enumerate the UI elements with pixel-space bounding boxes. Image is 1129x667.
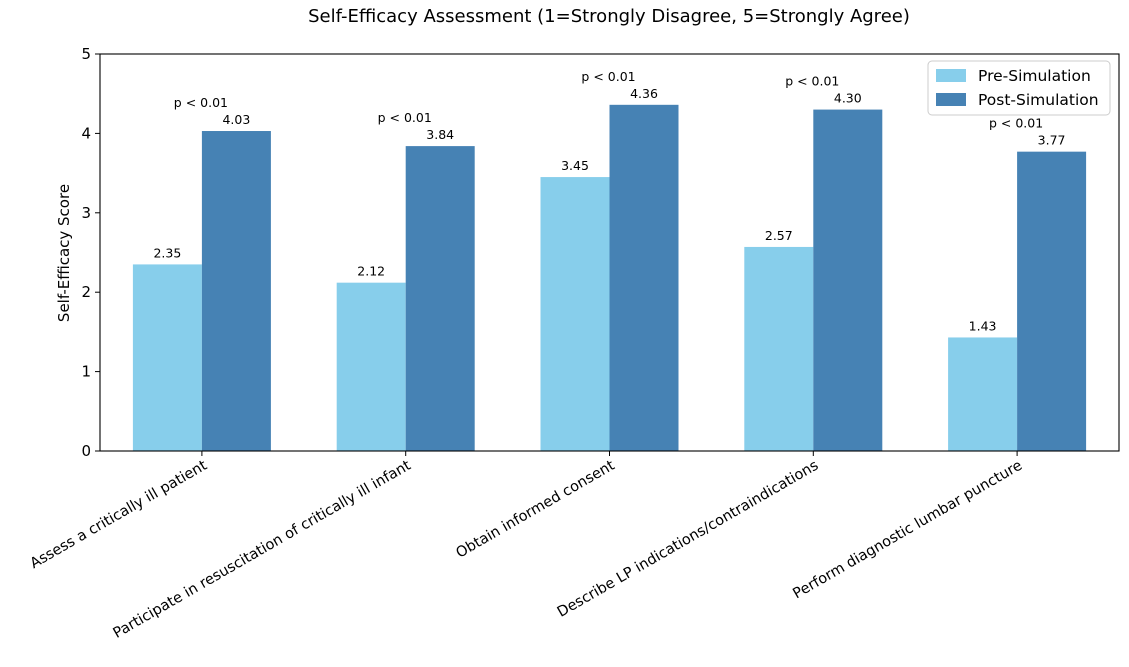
pre-simulation-bar — [540, 177, 610, 451]
p-value-annotation: p < 0.01 — [581, 69, 635, 84]
pre-bar-value-label: 2.35 — [153, 245, 181, 260]
p-value-annotation: p < 0.01 — [378, 110, 432, 125]
post-simulation-bar — [1017, 151, 1087, 452]
pre-bar-value-label: 2.12 — [357, 264, 385, 279]
p-value-annotation: p < 0.01 — [785, 74, 839, 89]
p-value-annotation: p < 0.01 — [989, 116, 1043, 131]
pre-simulation-bar — [744, 246, 814, 451]
y-tick-label: 0 — [81, 442, 91, 460]
pre-simulation-bar — [948, 337, 1018, 451]
post-bar-value-label: 3.84 — [426, 127, 454, 142]
post-bar-value-label: 4.36 — [630, 86, 658, 101]
post-bar-value-label: 4.03 — [222, 112, 250, 127]
y-tick-label: 5 — [81, 45, 91, 63]
legend-swatch — [936, 69, 966, 82]
post-simulation-bar — [609, 104, 679, 451]
post-simulation-bar — [813, 109, 883, 451]
chart-title: Self-Efficacy Assessment (1=Strongly Dis… — [308, 6, 910, 27]
pre-bar-value-label: 2.57 — [765, 228, 793, 243]
legend-swatch — [936, 93, 966, 106]
y-tick-label: 4 — [81, 124, 91, 142]
bars-layer — [132, 104, 1087, 452]
x-tick-label: Perform diagnostic lumbar puncture — [790, 458, 1025, 603]
post-simulation-bar — [405, 146, 475, 451]
y-axis-label: Self-Efficacy Score — [55, 184, 73, 322]
pre-bar-value-label: 1.43 — [969, 318, 997, 333]
y-tick-label: 1 — [81, 363, 91, 381]
p-value-annotation: p < 0.01 — [174, 95, 228, 110]
data-labels-layer: 2.35 4.03 p < 0.01 2.12 3.84 p < 0.01 3.45 4.36… — [153, 69, 1065, 334]
legend-entry-label: Pre-Simulation — [978, 67, 1091, 85]
legend-entry-label: Post-Simulation — [978, 91, 1099, 109]
x-tick-label: Assess a critically ill patient — [28, 457, 211, 572]
legend: Pre-Simulation Post-Simulation — [927, 60, 1111, 116]
y-tick-label: 2 — [81, 283, 91, 301]
post-bar-value-label: 3.77 — [1038, 133, 1066, 148]
x-tick-label: Obtain informed consent — [453, 457, 617, 561]
pre-simulation-bar — [132, 264, 202, 451]
pre-bar-value-label: 3.45 — [561, 158, 589, 173]
y-tick-label: 3 — [81, 204, 91, 222]
plot-frame — [99, 53, 1120, 452]
legend-box — [927, 60, 1111, 116]
post-simulation-bar — [201, 131, 271, 451]
pre-simulation-bar — [336, 282, 406, 451]
post-bar-value-label: 4.30 — [834, 91, 862, 106]
